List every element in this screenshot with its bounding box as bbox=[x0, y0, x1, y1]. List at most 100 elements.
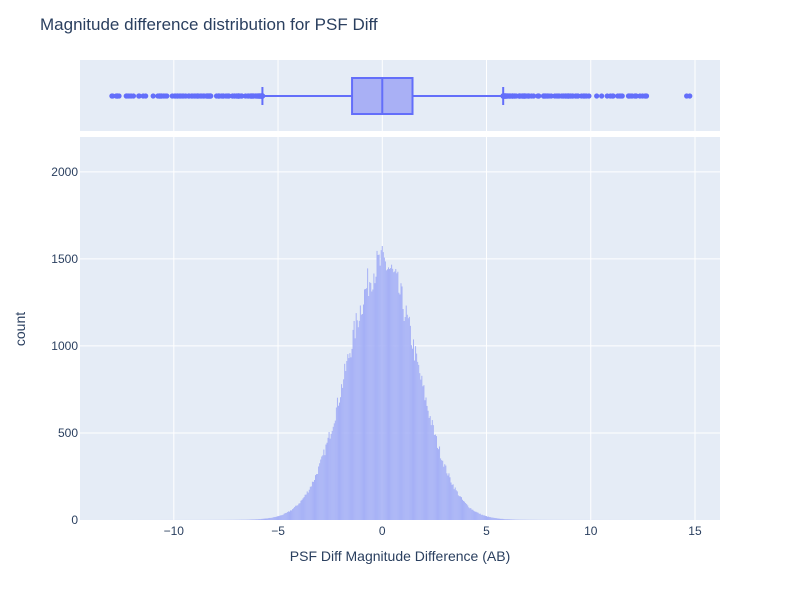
histogram-bar bbox=[256, 519, 258, 520]
histogram-bar bbox=[469, 508, 471, 520]
histogram-bar bbox=[506, 519, 508, 520]
histogram-bar bbox=[509, 519, 511, 520]
histogram-bar bbox=[274, 517, 276, 520]
histogram-bar bbox=[507, 519, 509, 520]
histogram-bar bbox=[477, 512, 479, 520]
histogram-bar bbox=[330, 433, 332, 520]
histogram-bar bbox=[414, 360, 416, 520]
histogram-bar bbox=[260, 518, 262, 520]
histogram-bar bbox=[432, 425, 434, 520]
histogram-bar bbox=[385, 270, 387, 520]
histogram-bar bbox=[505, 519, 507, 520]
histogram-bar bbox=[388, 267, 389, 520]
histogram-bar bbox=[267, 518, 269, 520]
histogram-bar bbox=[478, 513, 480, 520]
histogram-bar bbox=[300, 500, 302, 520]
histogram-bar bbox=[294, 506, 296, 520]
histogram-bar bbox=[383, 257, 385, 520]
histogram-bar bbox=[495, 518, 497, 520]
boxplot-outlier bbox=[526, 93, 532, 99]
histogram-bar bbox=[475, 511, 477, 520]
x-axis-title: PSF Diff Magnitude Difference (AB) bbox=[290, 548, 510, 564]
histogram-bar bbox=[360, 314, 362, 520]
boxplot-outlier bbox=[143, 93, 149, 99]
histogram-bar bbox=[285, 512, 287, 520]
histogram-bar bbox=[438, 449, 440, 520]
histogram-bar bbox=[283, 513, 285, 520]
boxplot-outlier bbox=[617, 93, 623, 99]
boxplot-outlier bbox=[191, 93, 197, 99]
histogram-bar bbox=[356, 320, 358, 520]
histogram-bar bbox=[277, 516, 279, 520]
histogram-bar bbox=[390, 268, 392, 520]
histogram-bar bbox=[295, 505, 297, 520]
histogram-bar bbox=[373, 273, 375, 520]
histogram-bar bbox=[404, 317, 406, 520]
histogram-bar bbox=[306, 491, 308, 520]
histogram-bar bbox=[459, 496, 461, 520]
histogram-bar bbox=[326, 442, 328, 520]
boxplot-outlier bbox=[229, 93, 236, 99]
histogram-bar bbox=[456, 491, 458, 520]
histogram-bar bbox=[316, 474, 318, 520]
histogram-bar bbox=[291, 510, 293, 520]
histogram-bar bbox=[346, 361, 348, 520]
histogram-bar bbox=[377, 254, 379, 521]
histogram-bar bbox=[441, 460, 443, 520]
boxplot-outlier bbox=[179, 93, 185, 99]
histogram-bar bbox=[443, 466, 445, 520]
histogram-bar bbox=[358, 320, 360, 520]
histogram-bar bbox=[317, 474, 319, 520]
histogram-bar bbox=[453, 489, 455, 520]
histogram-bar bbox=[389, 268, 391, 520]
histogram-bar bbox=[296, 505, 298, 520]
histogram-bar bbox=[297, 505, 299, 520]
histogram-bar bbox=[336, 397, 338, 520]
histogram-bar bbox=[273, 517, 275, 520]
histogram-bar bbox=[423, 385, 425, 520]
histogram-bar bbox=[348, 358, 350, 520]
histogram-bar bbox=[430, 425, 432, 520]
boxplot-outlier bbox=[594, 93, 600, 99]
histogram-bar bbox=[347, 354, 349, 520]
histogram-bar bbox=[447, 475, 449, 520]
histogram-bar bbox=[470, 508, 472, 520]
histogram-bar bbox=[496, 518, 498, 520]
histogram-bar bbox=[508, 519, 510, 520]
histogram-bar bbox=[494, 517, 496, 520]
histogram-bar bbox=[272, 517, 274, 520]
histogram-bar bbox=[342, 387, 344, 520]
histogram-bar bbox=[332, 426, 334, 520]
histogram-bar bbox=[487, 516, 488, 520]
histogram-bar bbox=[474, 511, 476, 520]
histogram-bar bbox=[502, 518, 504, 520]
histogram-bar bbox=[411, 348, 413, 520]
histogram-bar bbox=[354, 338, 356, 520]
histogram-bar bbox=[503, 519, 505, 520]
boxplot-outlier bbox=[560, 93, 566, 99]
histogram-bar bbox=[280, 515, 282, 520]
histogram-bar bbox=[442, 460, 444, 520]
histogram-bar bbox=[399, 294, 401, 520]
histogram-bar bbox=[340, 397, 342, 520]
histogram-bar bbox=[448, 473, 450, 520]
histogram-bar bbox=[472, 509, 474, 520]
boxplot-outlier bbox=[632, 93, 639, 99]
x-tick-label: 10 bbox=[584, 524, 598, 538]
histogram-bar bbox=[435, 436, 437, 520]
histogram-bar bbox=[407, 318, 409, 520]
histogram-bar bbox=[497, 518, 499, 520]
histogram-bar bbox=[328, 432, 330, 520]
boxplot-outlier bbox=[130, 93, 137, 99]
histogram-bar bbox=[371, 291, 373, 520]
x-axis-ticks: −10 −5 0 5 10 15 bbox=[164, 524, 702, 538]
histogram-bar bbox=[489, 517, 491, 520]
histogram-bar bbox=[467, 505, 469, 520]
histogram-bar bbox=[266, 518, 268, 520]
histogram-bar bbox=[434, 434, 436, 520]
histogram-bar bbox=[465, 503, 467, 520]
histogram-bar bbox=[320, 459, 322, 520]
boxplot-outlier bbox=[568, 93, 574, 99]
histogram-bar bbox=[409, 325, 411, 520]
histogram-bar bbox=[253, 519, 255, 520]
